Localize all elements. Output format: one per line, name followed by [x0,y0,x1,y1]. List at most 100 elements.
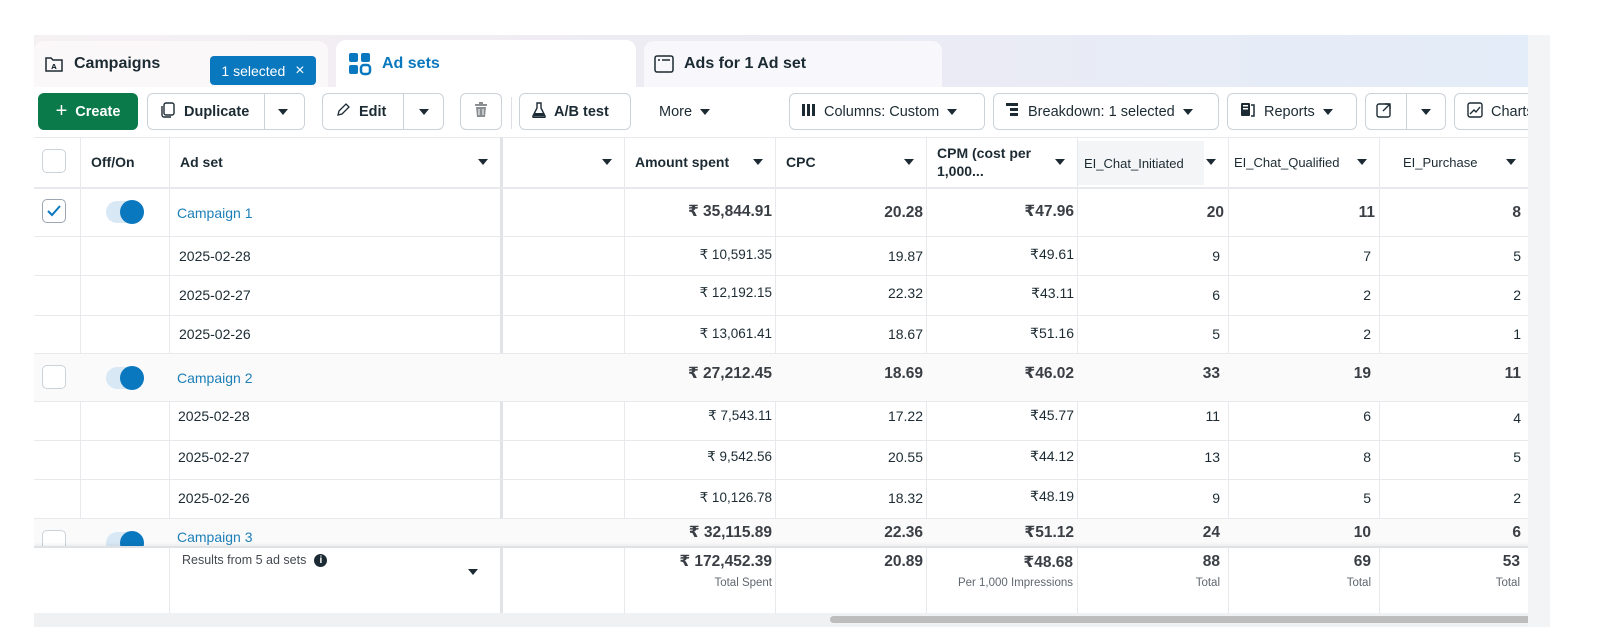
amount-spent-cell: ₹ 27,212.45 [687,364,772,382]
sort-caret-icon[interactable] [904,159,914,165]
ad-sets-table: Off/On Ad set Amount spent CPC CPM (cost… [34,137,1550,627]
header-cpm[interactable]: CPM (cost per 1,000... [937,137,1077,187]
results-dropdown[interactable] [468,569,478,575]
create-button[interactable]: + Create [38,93,138,130]
breakdown-icon [1006,102,1020,121]
columns-button[interactable]: Columns: Custom [789,93,985,130]
purchase-cell: 5 [1513,247,1521,264]
svg-text:A: A [51,63,57,71]
header-cpm-label-1: CPM (cost per [937,145,1032,161]
reports-button[interactable]: Reports [1227,93,1357,130]
breakdown-label: Breakdown: 1 selected [1028,103,1175,120]
total-chat-initiated-caption: Total [1195,577,1220,589]
header-blank[interactable] [503,137,624,187]
chart-line-icon [1467,101,1483,122]
sort-caret-icon[interactable] [753,159,763,165]
export-dropdown-icon[interactable] [1421,108,1431,115]
ab-test-label: A/B test [554,103,609,120]
vertical-scrollbar-track[interactable] [1528,35,1550,627]
purchase-cell: 6 [1512,523,1521,541]
header-ad-set[interactable]: Ad set [180,137,500,187]
campaign-link[interactable]: Campaign 1 [177,204,253,221]
row-divider [34,353,1528,354]
header-cpc[interactable]: CPC [786,137,926,187]
cpc-cell: 22.32 [887,285,923,301]
more-dropdown-icon [700,108,711,115]
plus-icon: + [55,100,68,122]
row-checkbox[interactable] [42,199,66,223]
header-chat-initiated-label: EI_Chat_Initiated [1084,155,1184,171]
sort-caret-icon[interactable] [1506,159,1516,165]
cpm-cell: ₹46.02 [1024,364,1074,382]
clear-selection-icon[interactable]: × [295,61,305,79]
selection-badge[interactable]: 1 selected × [210,56,316,85]
cpc-cell: 19.87 [887,247,923,264]
duplicate-button[interactable]: Duplicate [147,93,305,130]
more-button[interactable]: More [646,93,732,130]
select-all-checkbox[interactable] [42,149,66,173]
header-divider [34,187,1528,189]
row-divider [34,479,1528,480]
tab-campaigns[interactable]: A Campaigns 1 selected × [34,41,328,87]
sort-caret-icon[interactable] [602,159,612,165]
total-chat-initiated: 88 [1202,553,1220,570]
breakdown-button[interactable]: Breakdown: 1 selected [993,93,1219,130]
export-icon [1376,102,1392,122]
more-label: More [659,103,693,120]
info-icon[interactable]: i [314,553,328,567]
horizontal-scrollbar[interactable] [830,616,1550,623]
amount-spent-cell: ₹ 10,126.78 [699,489,772,505]
chat-qualified-cell: 5 [1363,489,1371,506]
chat-qualified-cell: 11 [1358,203,1375,221]
sort-caret-icon[interactable] [478,159,488,165]
edit-dropdown-icon[interactable] [419,108,429,115]
edit-button[interactable]: Edit [322,93,444,130]
chat-initiated-cell: 5 [1212,326,1220,342]
sort-caret-icon[interactable] [1357,159,1367,165]
grid-icon [348,52,372,76]
duplicate-dropdown-icon[interactable] [278,108,288,115]
amount-spent-cell: ₹ 35,844.91 [687,202,772,220]
row-toggle[interactable] [106,366,144,390]
delete-button[interactable] [460,93,502,130]
chat-initiated-cell: 9 [1212,247,1220,264]
header-amount-spent[interactable]: Amount spent [635,137,775,187]
row-toggle[interactable] [106,531,144,546]
create-label: Create [75,103,121,120]
frozen-col-divider [500,548,503,613]
chat-initiated-cell: 6 [1212,287,1220,303]
level-tabstrip: A Campaigns 1 selected × Ad sets Ads for… [34,35,1550,87]
tab-ad-sets[interactable]: Ad sets [336,40,636,87]
col-divider [169,548,170,613]
header-chat-initiated-sort[interactable] [1078,137,1228,187]
header-chat-initiated[interactable]: EI_Chat_Initiated [1078,141,1204,185]
sort-caret-icon[interactable] [1055,159,1065,165]
date-label: 2025-02-28 [178,408,250,424]
cpm-cell: ₹49.61 [1030,246,1074,262]
chat-qualified-cell: 2 [1363,326,1371,342]
total-amount-caption: Total Spent [714,577,772,589]
ab-test-button[interactable]: A/B test [519,93,631,130]
header-chat-qualified[interactable]: EI_Chat_Qualified [1234,137,1379,187]
header-purchase[interactable]: EI_Purchase [1403,137,1528,187]
sort-caret-icon[interactable] [1206,159,1216,165]
campaign-link[interactable]: Campaign 3 [177,529,253,545]
total-cpm-caption: Per 1,000 Impressions [957,577,1073,589]
columns-icon [802,103,816,120]
row-checkbox[interactable] [42,530,66,546]
tab-ad-sets-label: Ad sets [382,54,440,72]
chat-initiated-cell: 9 [1212,489,1220,506]
row-toggle[interactable] [106,200,144,224]
tab-ads[interactable]: Ads for 1 Ad set [644,41,942,87]
export-button[interactable] [1365,93,1446,130]
chat-initiated-cell: 33 [1202,365,1220,382]
results-caret-icon[interactable] [468,569,478,575]
total-cpm: ₹48.68 [1023,553,1073,571]
campaign-row-bg [34,354,1528,401]
breakdown-dropdown-icon [1182,108,1193,115]
campaign-link[interactable]: Campaign 2 [177,369,253,386]
edit-label: Edit [359,103,387,120]
campaign-row-bg [34,519,1528,546]
tab-ads-label: Ads for 1 Ad set [684,55,807,72]
row-checkbox[interactable] [42,365,66,389]
